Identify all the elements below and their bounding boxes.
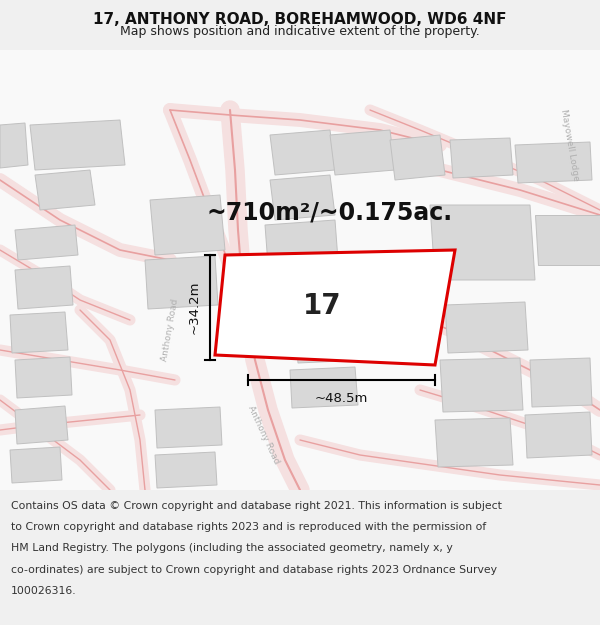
- Polygon shape: [15, 225, 78, 260]
- Polygon shape: [155, 452, 217, 488]
- Text: 100026316.: 100026316.: [11, 586, 76, 596]
- Polygon shape: [150, 195, 225, 255]
- Polygon shape: [15, 357, 72, 398]
- Text: Anthony Road: Anthony Road: [245, 404, 280, 466]
- Polygon shape: [15, 266, 73, 309]
- Text: ~48.5m: ~48.5m: [315, 392, 368, 405]
- Text: 17: 17: [303, 292, 342, 320]
- Text: ~34.2m: ~34.2m: [188, 281, 201, 334]
- Polygon shape: [15, 406, 68, 444]
- Polygon shape: [530, 358, 592, 407]
- Polygon shape: [525, 412, 592, 458]
- Polygon shape: [390, 135, 445, 180]
- Polygon shape: [450, 138, 513, 178]
- Polygon shape: [215, 250, 455, 365]
- Polygon shape: [445, 302, 528, 353]
- Polygon shape: [155, 407, 222, 448]
- Text: Anthony Road: Anthony Road: [160, 298, 180, 362]
- Polygon shape: [0, 123, 28, 168]
- Polygon shape: [10, 447, 62, 483]
- Polygon shape: [145, 256, 218, 309]
- Text: Map shows position and indicative extent of the property.: Map shows position and indicative extent…: [120, 24, 480, 38]
- Polygon shape: [295, 320, 363, 363]
- Polygon shape: [430, 205, 535, 280]
- Polygon shape: [440, 358, 523, 412]
- Polygon shape: [35, 170, 95, 210]
- Polygon shape: [270, 175, 335, 220]
- Text: to Crown copyright and database rights 2023 and is reproduced with the permissio: to Crown copyright and database rights 2…: [11, 522, 486, 532]
- Polygon shape: [330, 130, 395, 175]
- Text: Mayowell Lodge: Mayowell Lodge: [559, 108, 581, 182]
- Text: 17, ANTHONY ROAD, BOREHAMWOOD, WD6 4NF: 17, ANTHONY ROAD, BOREHAMWOOD, WD6 4NF: [93, 12, 507, 28]
- Text: ~710m²/~0.175ac.: ~710m²/~0.175ac.: [207, 201, 453, 225]
- Text: co-ordinates) are subject to Crown copyright and database rights 2023 Ordnance S: co-ordinates) are subject to Crown copyr…: [11, 565, 497, 575]
- Polygon shape: [10, 312, 68, 353]
- Text: Contains OS data © Crown copyright and database right 2021. This information is : Contains OS data © Crown copyright and d…: [11, 501, 502, 511]
- Polygon shape: [30, 120, 125, 170]
- Polygon shape: [290, 367, 358, 408]
- Polygon shape: [515, 142, 592, 183]
- Polygon shape: [535, 215, 600, 265]
- Text: HM Land Registry. The polygons (including the associated geometry, namely x, y: HM Land Registry. The polygons (includin…: [11, 544, 452, 554]
- Polygon shape: [435, 418, 513, 467]
- Polygon shape: [270, 130, 335, 175]
- Polygon shape: [265, 220, 338, 265]
